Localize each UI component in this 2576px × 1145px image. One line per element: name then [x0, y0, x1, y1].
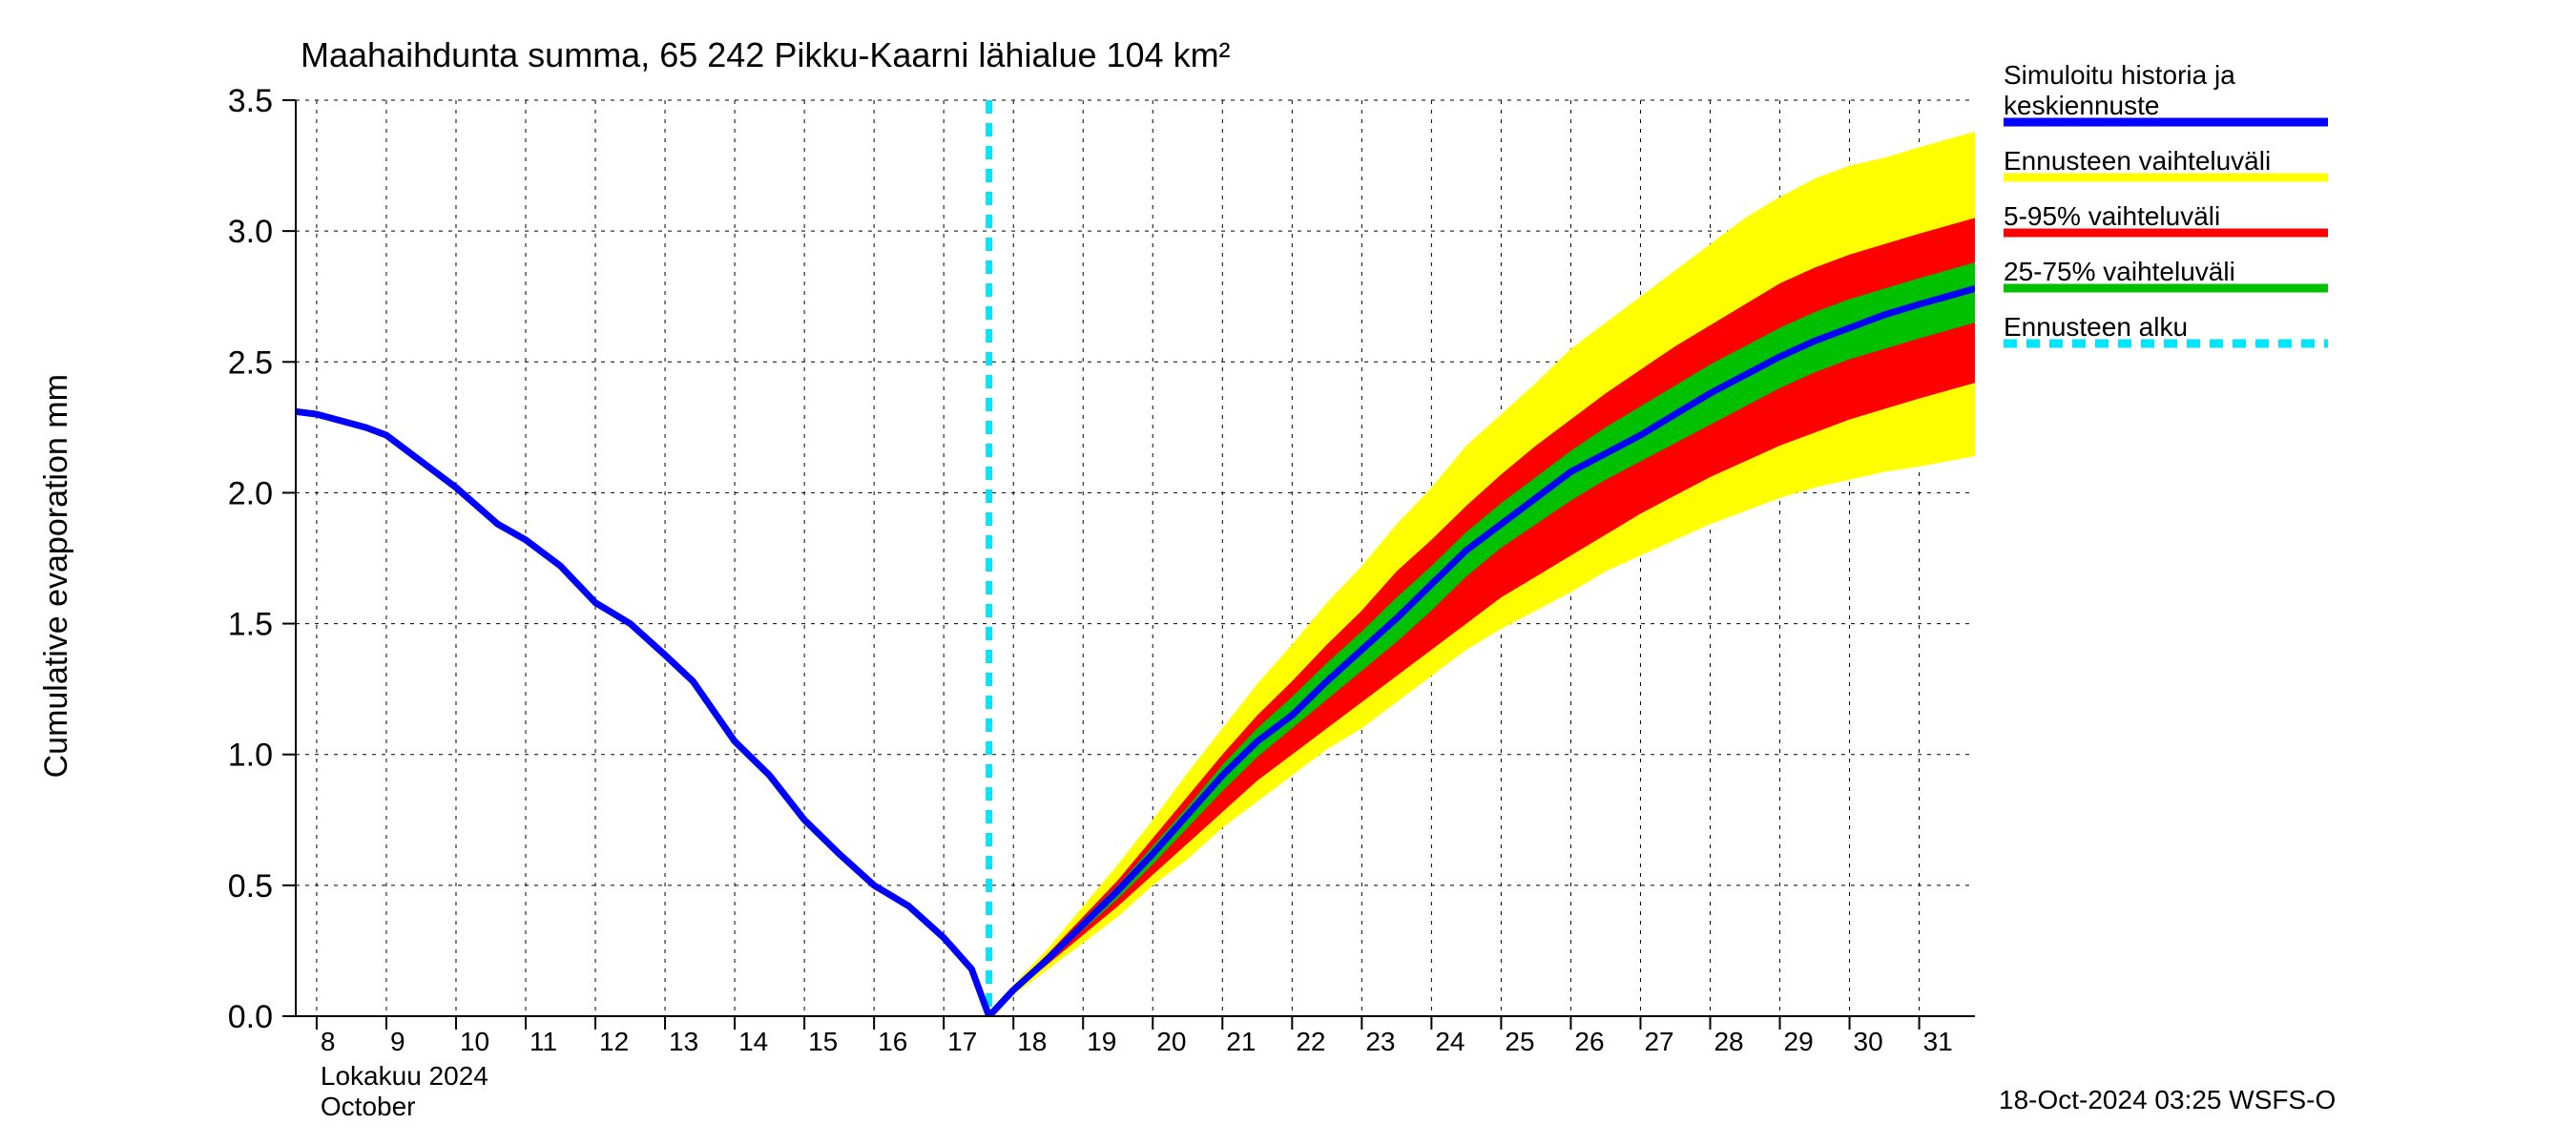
- legend-label: 25-75% vaihteluväli: [2004, 257, 2235, 286]
- x-tick-label: 23: [1365, 1027, 1395, 1056]
- y-tick-label: 0.0: [228, 999, 273, 1035]
- x-tick-label: 21: [1226, 1027, 1256, 1056]
- y-axis-label: Cumulative evaporation mm: [38, 374, 74, 778]
- y-tick-label: 3.0: [228, 214, 273, 250]
- y-tick-label: 1.0: [228, 738, 273, 774]
- x-tick-label: 8: [321, 1027, 336, 1056]
- x-tick-label: 30: [1854, 1027, 1883, 1056]
- y-tick-label: 0.5: [228, 868, 273, 905]
- x-tick-label: 29: [1784, 1027, 1814, 1056]
- x-tick-label: 16: [878, 1027, 907, 1056]
- x-tick-label: 20: [1156, 1027, 1186, 1056]
- y-tick-label: 2.0: [228, 475, 273, 511]
- legend-label: Ennusteen vaihteluväli: [2004, 146, 2271, 176]
- x-tick-label: 31: [1923, 1027, 1953, 1056]
- legend-label: Ennusteen alku: [2004, 312, 2188, 342]
- chart-container: Maahaihdunta summa, 65 242 Pikku-Kaarni …: [0, 0, 2576, 1145]
- x-tick-label: 28: [1714, 1027, 1743, 1056]
- x-tick-label: 25: [1505, 1027, 1534, 1056]
- x-month-label-1: Lokakuu 2024: [321, 1061, 488, 1091]
- x-tick-label: 12: [599, 1027, 629, 1056]
- x-tick-label: 15: [808, 1027, 838, 1056]
- y-tick-label: 3.5: [228, 83, 273, 119]
- x-tick-label: 10: [460, 1027, 489, 1056]
- x-tick-label: 11: [530, 1027, 557, 1056]
- x-tick-label: 17: [947, 1027, 977, 1056]
- x-tick-label: 24: [1435, 1027, 1465, 1056]
- x-tick-label: 14: [738, 1027, 768, 1056]
- x-tick-label: 18: [1017, 1027, 1047, 1056]
- footer-timestamp: 18-Oct-2024 03:25 WSFS-O: [1999, 1085, 2336, 1114]
- chart-title: Maahaihdunta summa, 65 242 Pikku-Kaarni …: [301, 35, 1231, 74]
- x-tick-label: 27: [1644, 1027, 1673, 1056]
- y-tick-label: 2.5: [228, 344, 273, 381]
- y-tick-label: 1.5: [228, 607, 273, 643]
- legend-label: 5-95% vaihteluväli: [2004, 201, 2220, 231]
- x-month-label-2: October: [321, 1092, 416, 1121]
- x-tick-label: 26: [1574, 1027, 1604, 1056]
- x-tick-label: 22: [1296, 1027, 1325, 1056]
- legend-label: keskiennuste: [2004, 91, 2159, 120]
- legend-label: Simuloitu historia ja: [2004, 60, 2235, 90]
- x-tick-label: 9: [390, 1027, 405, 1056]
- chart-svg: Maahaihdunta summa, 65 242 Pikku-Kaarni …: [0, 0, 2576, 1145]
- x-tick-label: 19: [1087, 1027, 1116, 1056]
- x-tick-label: 13: [669, 1027, 698, 1056]
